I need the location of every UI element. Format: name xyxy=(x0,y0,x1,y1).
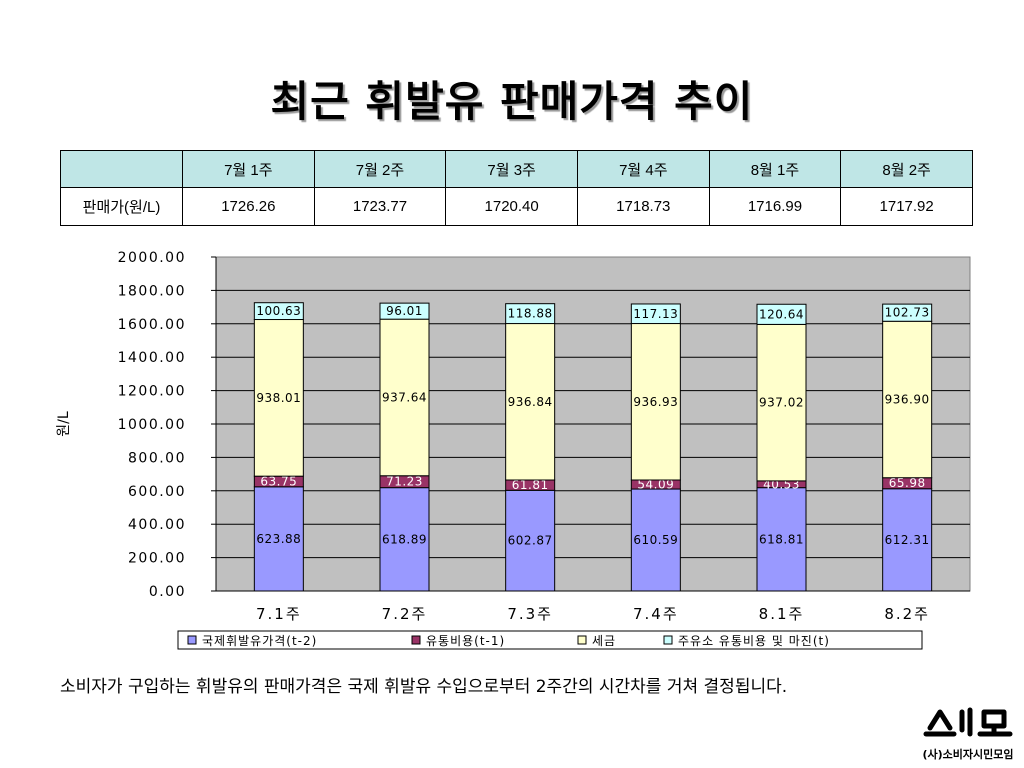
table-cell: 1718.73 xyxy=(576,187,710,226)
y-tick-label: 1800.00 xyxy=(118,283,186,299)
data-label: 936.84 xyxy=(508,395,553,409)
table-row-label: 판매가(원/L) xyxy=(60,187,183,226)
page-title: 최근 휘발유 판매가격 추이 xyxy=(270,77,754,126)
data-label: 102.73 xyxy=(885,306,930,320)
table-header-row: 7월 1주 7월 2주 7월 3주 7월 4주 8월 1주 8월 2주 xyxy=(60,150,973,188)
data-label: 936.90 xyxy=(885,392,930,406)
x-tick-label: 8.2주 xyxy=(884,605,930,623)
legend-label: 국제휘발유가격(t-2) xyxy=(202,634,317,648)
y-axis-label: 원/L xyxy=(56,411,72,437)
y-tick-label: 1400.00 xyxy=(118,350,186,366)
bar-segment xyxy=(505,323,556,481)
data-label: 117.13 xyxy=(633,307,678,321)
bar-segment xyxy=(253,302,304,321)
bar-segment xyxy=(379,487,430,592)
logo-subtext: (사)소비자시민모임 xyxy=(922,747,1013,761)
legend-swatch xyxy=(663,635,673,645)
data-label: 937.64 xyxy=(382,390,427,404)
y-tick-label: 800.00 xyxy=(128,450,186,466)
bar-segment xyxy=(379,318,430,477)
legend-label: 유통비용(t-1) xyxy=(426,634,505,648)
table-header-cell xyxy=(60,150,183,188)
bar-segment xyxy=(630,303,681,325)
data-label: 61.81 xyxy=(512,478,549,492)
data-label: 618.81 xyxy=(759,532,804,546)
data-label: 612.31 xyxy=(885,533,930,547)
data-label: 96.01 xyxy=(386,304,423,318)
y-tick-label: 1600.00 xyxy=(118,317,186,333)
caption-text: 소비자가 구입하는 휘발유의 판매가격은 국제 휘발유 수입으로부터 2주간의 … xyxy=(60,677,788,697)
y-tick-label: 1200.00 xyxy=(118,384,186,400)
table-cell: 1716.99 xyxy=(708,187,842,226)
bar-segment xyxy=(882,320,933,479)
data-label: 610.59 xyxy=(633,533,678,547)
legend-swatch xyxy=(187,635,197,645)
x-tick-label: 7.4주 xyxy=(633,605,679,623)
bar-segment xyxy=(505,303,556,325)
data-label: 936.93 xyxy=(633,395,678,409)
y-tick-label: 400.00 xyxy=(128,517,186,533)
price-table: 7월 1주 7월 2주 7월 3주 7월 4주 8월 1주 8월 2주 판매가(… xyxy=(60,150,973,226)
legend-box xyxy=(177,630,923,650)
table-header-cell: 7월 3주 xyxy=(445,150,578,188)
data-label: 120.64 xyxy=(759,307,804,321)
data-label: 938.01 xyxy=(256,391,301,405)
bar-segment xyxy=(253,319,304,477)
consumer-association-logo: (사)소비자시민모임 xyxy=(922,707,1014,761)
table-cell: 1723.77 xyxy=(313,187,447,226)
y-tick-label: 0.00 xyxy=(149,584,186,600)
data-label: 602.87 xyxy=(508,534,553,548)
bar-segment xyxy=(505,489,556,592)
data-label: 618.89 xyxy=(382,532,427,546)
x-tick-label: 7.3주 xyxy=(507,605,553,623)
x-tick-label: 7.1주 xyxy=(256,605,302,623)
data-label: 65.98 xyxy=(889,476,926,490)
bar-segment xyxy=(630,323,681,481)
data-label: 100.63 xyxy=(256,304,301,318)
table-cell: 1720.40 xyxy=(445,187,578,226)
bar-segment xyxy=(882,303,933,322)
y-tick-label: 1000.00 xyxy=(118,417,186,433)
data-label: 71.23 xyxy=(386,475,423,489)
table-row: 판매가(원/L) 1726.26 1723.77 1720.40 1718.73… xyxy=(60,187,973,226)
x-tick-label: 7.2주 xyxy=(382,605,428,623)
data-label: 623.88 xyxy=(256,532,301,546)
data-label: 54.09 xyxy=(637,478,674,492)
x-tick-label: 8.1주 xyxy=(759,605,805,623)
legend-label: 주유소 유통비용 및 마진(t) xyxy=(678,634,830,648)
table-cell: 1717.92 xyxy=(840,187,973,226)
bar-segment xyxy=(379,302,430,320)
table-header-cell: 7월 4주 xyxy=(576,150,710,188)
bar-segment xyxy=(253,486,304,592)
table-header-cell: 8월 2주 xyxy=(840,150,973,188)
stacked-bar-chart: 0.00 200.00 400.00 600.00 800.00 1000.00 1200.… xyxy=(56,250,971,650)
legend-label: 세금 xyxy=(592,634,616,648)
table-header-cell: 7월 1주 xyxy=(182,150,315,188)
data-label: 118.88 xyxy=(508,307,553,321)
y-tick-label: 600.00 xyxy=(128,484,186,500)
y-tick-label: 200.00 xyxy=(128,551,186,567)
data-label: 937.02 xyxy=(759,396,804,410)
table-header-cell: 8월 1주 xyxy=(708,150,842,188)
legend-swatch xyxy=(411,635,421,645)
bar-segment xyxy=(756,303,807,325)
y-tick-label: 2000.00 xyxy=(118,250,186,266)
bar-segment xyxy=(756,323,807,482)
legend-swatch xyxy=(577,635,587,645)
table-header-cell: 7월 2주 xyxy=(313,150,447,188)
table-cell: 1726.26 xyxy=(182,187,315,226)
data-label: 63.75 xyxy=(260,474,297,488)
